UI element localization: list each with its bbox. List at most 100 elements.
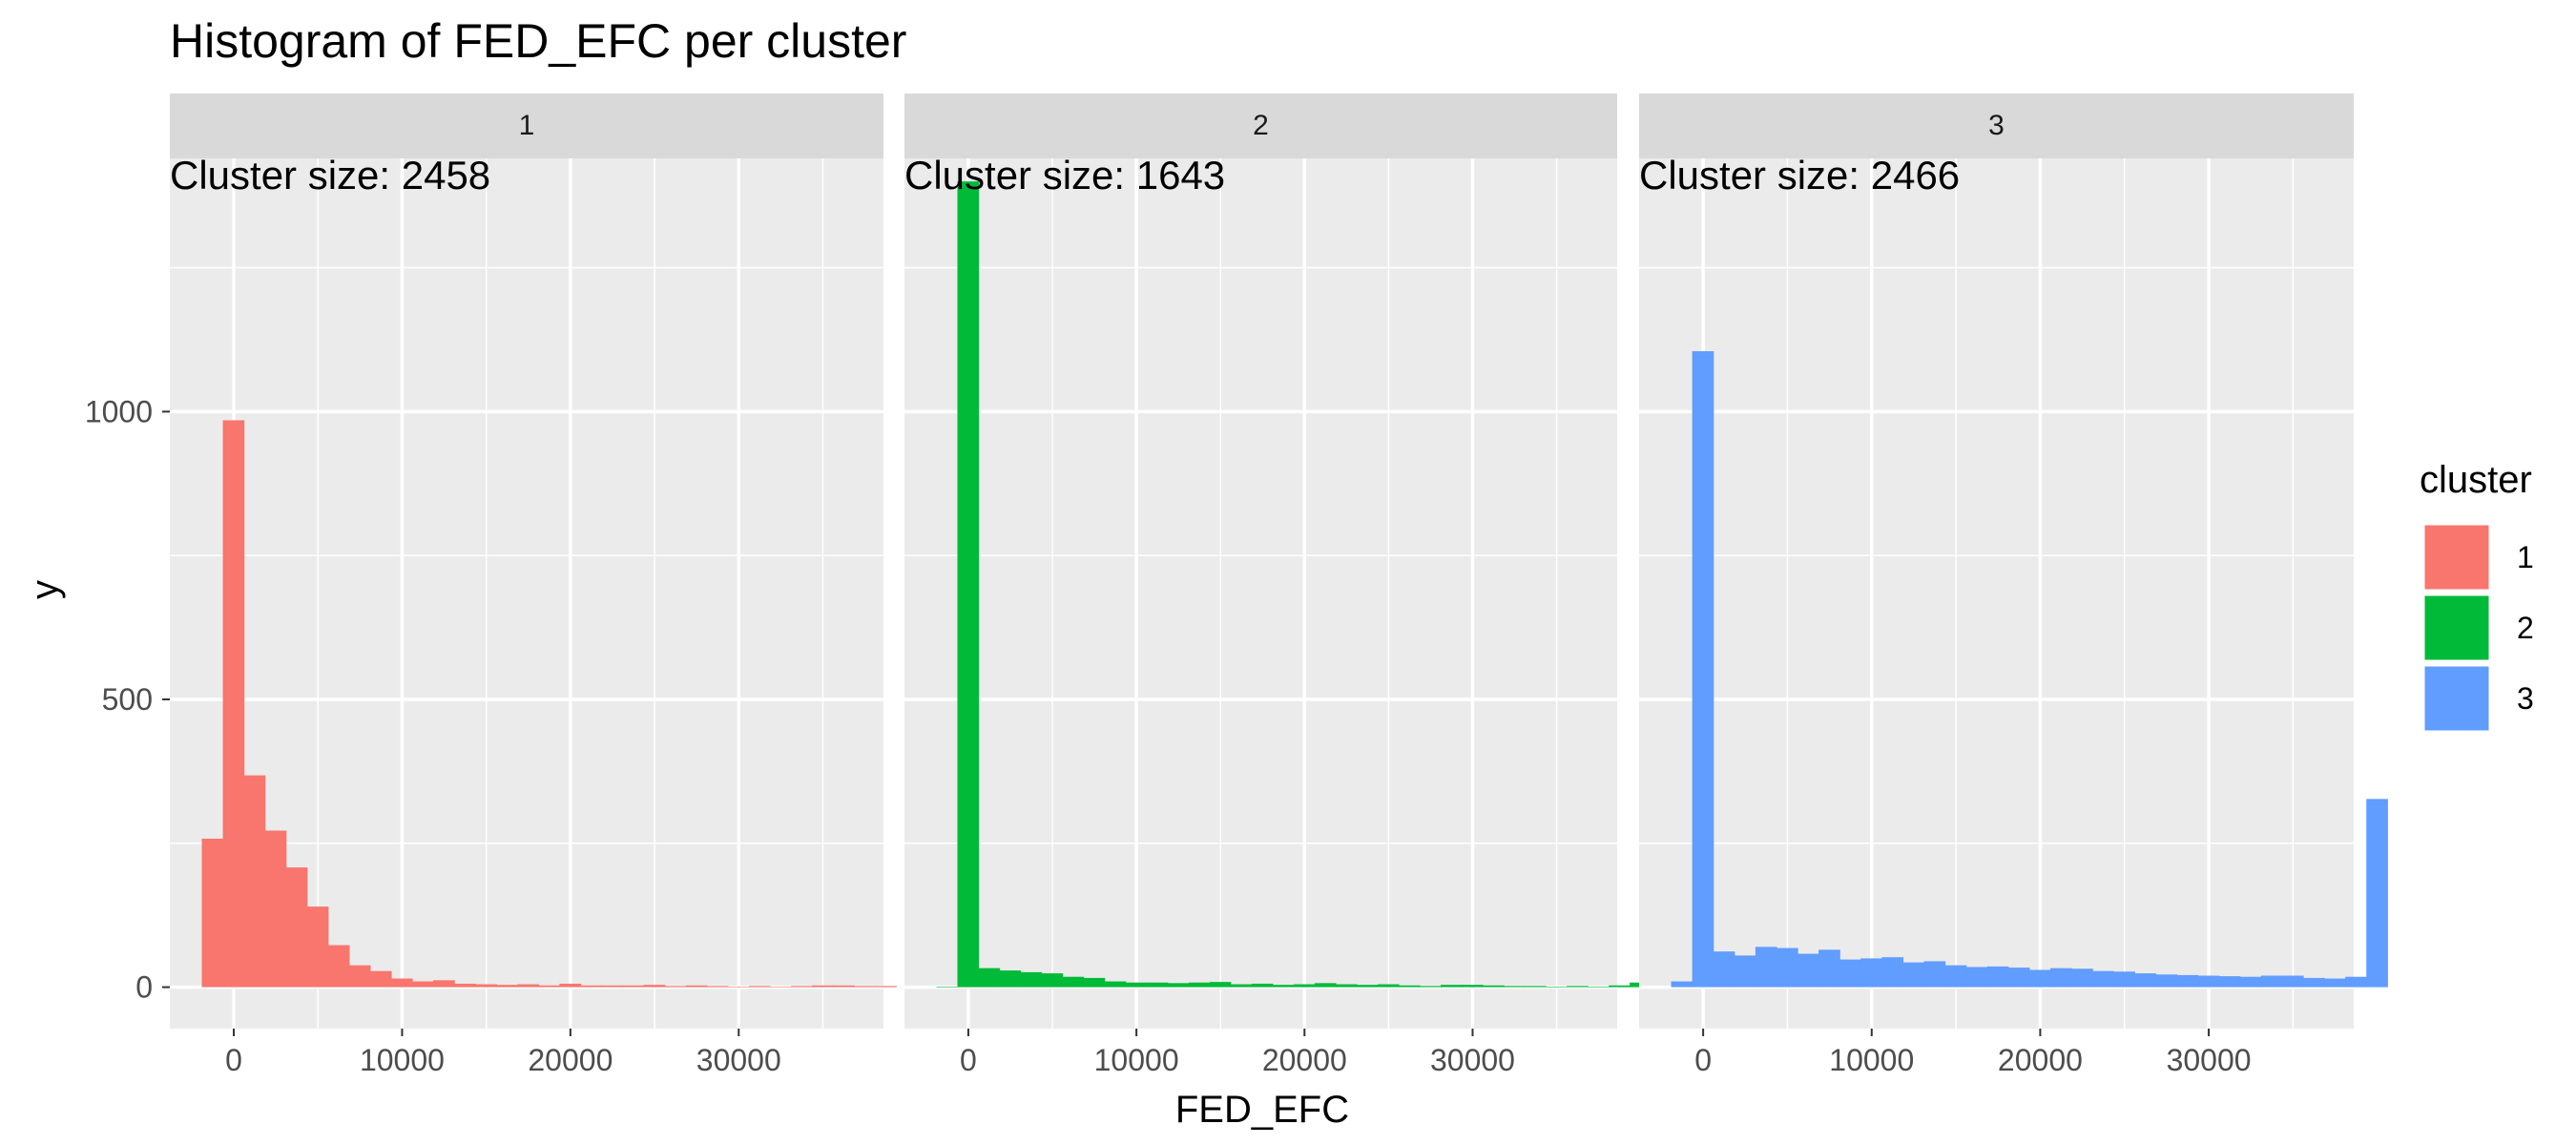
histogram-bar <box>2239 976 2262 988</box>
panel-background <box>904 158 1617 1029</box>
histogram-bar <box>2303 977 2325 988</box>
x-axis-title: FED_EFC <box>1175 1089 1349 1131</box>
histogram-bar <box>1839 959 1861 988</box>
histogram-bar <box>559 983 582 988</box>
histogram-bar <box>1377 984 1400 988</box>
histogram-bar <box>2197 975 2220 988</box>
histogram-bar <box>1881 957 1904 988</box>
histogram-bar <box>2176 974 2199 988</box>
histogram-bar <box>1125 982 1148 988</box>
x-tick-label: 20000 <box>1998 1043 2083 1077</box>
histogram-bar <box>1104 981 1127 988</box>
histogram-bar <box>369 970 392 988</box>
histogram-bar <box>1062 976 1085 988</box>
histogram-bar <box>1713 951 1735 988</box>
histogram-bar <box>833 985 855 988</box>
histogram-bar <box>1020 971 1043 988</box>
histogram-bar <box>1504 986 1526 988</box>
facet-strip <box>170 94 883 158</box>
histogram-bar <box>1335 984 1358 988</box>
histogram-bar <box>1483 985 1505 988</box>
panel-1: 1 Cluster size: 2458 <box>170 94 897 1029</box>
histogram-bar <box>2366 799 2388 988</box>
histogram-bar <box>1944 965 1967 988</box>
x-tick-label: 30000 <box>696 1043 781 1077</box>
histogram-bar <box>1272 985 1295 988</box>
legend-swatch <box>2421 663 2492 734</box>
histogram-bar <box>1230 984 1253 988</box>
histogram-bar <box>517 984 539 988</box>
panel-background <box>1639 158 2354 1029</box>
histogram-bar <box>2281 975 2304 988</box>
histogram-bar <box>1923 961 1946 988</box>
legend: cluster 1 2 3 <box>2420 459 2534 734</box>
x-tick-label: 10000 <box>1829 1043 1914 1077</box>
histogram-bar <box>1965 967 1988 988</box>
histogram-bar <box>2134 973 2157 988</box>
histogram-bar <box>812 985 834 988</box>
histogram-bar <box>1692 351 1714 988</box>
legend-label: 2 <box>2517 611 2534 645</box>
histogram-bar <box>999 970 1022 988</box>
cluster-size-annotation: Cluster size: 2466 <box>1639 153 1960 198</box>
histogram-bar <box>2155 974 2178 988</box>
histogram-bar <box>243 775 266 988</box>
histogram-bar <box>496 985 518 988</box>
facet-strip <box>904 94 1617 158</box>
histogram-bar <box>285 867 308 988</box>
histogram-bar <box>1462 985 1484 988</box>
y-tick-label: 500 <box>102 682 153 717</box>
y-axis: 0 500 1000 <box>85 394 170 1005</box>
histogram-bar <box>327 945 350 988</box>
histogram-bar <box>390 978 413 988</box>
histogram-bar <box>1588 986 1610 988</box>
histogram-bar <box>2007 968 2030 988</box>
facet-strip-label: 3 <box>1988 110 2005 141</box>
histogram-bar <box>790 986 813 988</box>
x-tick-label: 10000 <box>1094 1043 1179 1077</box>
histogram-bar <box>2113 971 2135 988</box>
histogram-bar <box>1314 983 1337 988</box>
histogram-bar <box>727 986 750 988</box>
histogram-bar <box>2260 975 2283 988</box>
histogram-bar <box>475 984 497 988</box>
facet-strip-label: 2 <box>1253 110 1269 141</box>
histogram-bar <box>1525 986 1547 988</box>
histogram-bar <box>201 838 224 988</box>
histogram-bar <box>1398 985 1421 988</box>
histogram-bar <box>454 983 476 988</box>
cluster-size-annotation: Cluster size: 1643 <box>904 153 1225 198</box>
histogram-bar <box>1671 981 1693 988</box>
facet-strip <box>1639 94 2354 158</box>
histogram-bar <box>348 965 371 988</box>
histogram-bar <box>306 906 329 988</box>
histogram-bar <box>580 985 603 988</box>
histogram-bar <box>1251 983 1274 988</box>
x-tick-label: 30000 <box>2167 1043 2252 1077</box>
legend-label: 3 <box>2517 681 2534 716</box>
histogram-bar <box>706 986 729 988</box>
legend-swatch <box>2421 593 2492 663</box>
x-tick-label: 10000 <box>360 1043 445 1077</box>
histogram-bar <box>1419 986 1442 988</box>
histogram-bar <box>978 968 1001 988</box>
y-axis-title: y <box>24 580 66 599</box>
x-axes: 0 10000 20000 30000 0 10000 20000 30000 0 10000 20… <box>225 1029 2252 1077</box>
histogram-bar <box>685 985 708 988</box>
x-tick-label: 0 <box>1694 1043 1712 1077</box>
histogram-bar <box>622 985 645 988</box>
histogram-bar <box>957 181 980 988</box>
facet-strip-label: 1 <box>519 110 535 141</box>
histogram-bar <box>433 980 455 988</box>
histogram-bar <box>264 830 287 988</box>
histogram-bar <box>1567 986 1589 988</box>
histogram-bar <box>1986 966 2009 988</box>
x-tick-label: 0 <box>225 1043 242 1077</box>
histogram-bar <box>854 986 876 988</box>
histogram-bar <box>1860 958 1882 988</box>
histogram-bar <box>1546 986 1568 988</box>
histogram-bar <box>1083 977 1106 988</box>
histogram-bar <box>1356 985 1379 988</box>
histogram-bar <box>601 985 624 988</box>
